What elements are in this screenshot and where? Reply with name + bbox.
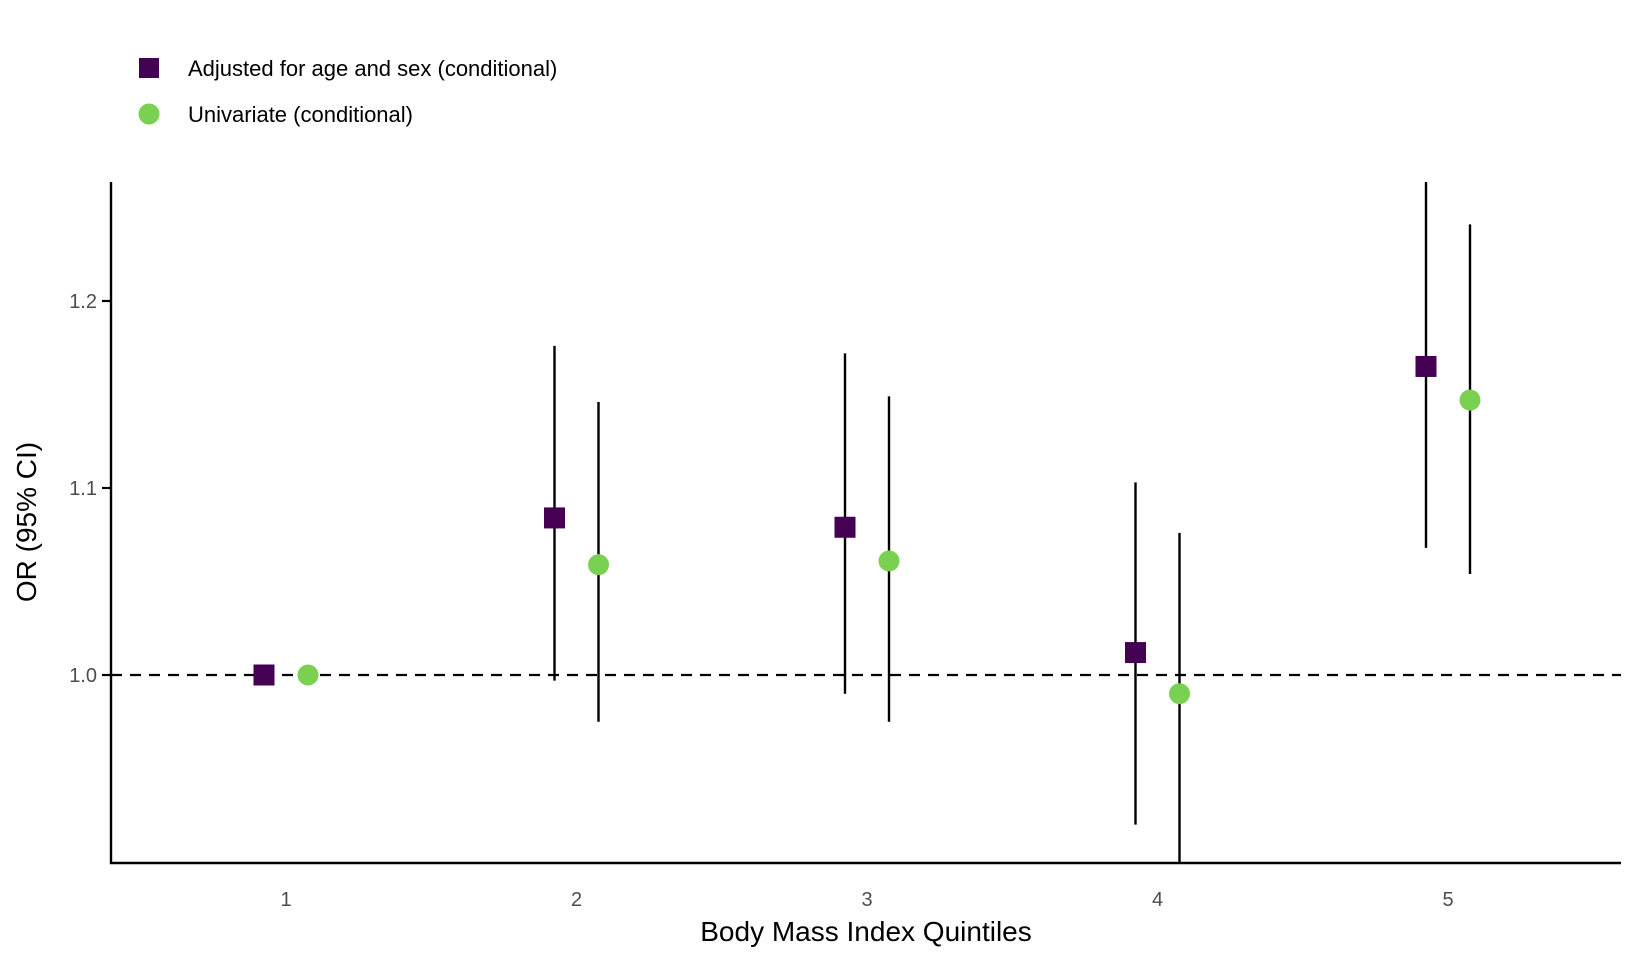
legend-square-marker <box>139 58 159 78</box>
univariate-point <box>297 664 319 686</box>
x-tick-label: 4 <box>1152 889 1163 911</box>
x-axis-ticks: 1 2 3 4 5 <box>280 889 1453 911</box>
x-tick-label: 1 <box>280 889 291 911</box>
adjusted-point <box>544 507 565 529</box>
data-points <box>253 355 1481 705</box>
legend-circle-marker <box>138 103 160 125</box>
adjusted-point <box>834 516 856 538</box>
legend-label-univariate: Univariate (conditional) <box>188 102 413 127</box>
legend: Adjusted for age and sex (conditional) U… <box>138 56 557 127</box>
y-tick-label: 1.2 <box>69 291 97 313</box>
y-tick-label: 1.1 <box>69 478 97 500</box>
legend-label-adjusted: Adjusted for age and sex (conditional) <box>188 56 557 81</box>
univariate-point <box>878 550 900 572</box>
legend-item-adjusted: Adjusted for age and sex (conditional) <box>139 56 557 81</box>
univariate-point <box>1169 683 1190 705</box>
legend-item-univariate: Univariate (conditional) <box>138 102 413 127</box>
x-axis-title: Body Mass Index Quintiles <box>700 916 1032 947</box>
univariate-point <box>1459 389 1481 411</box>
x-tick-label: 5 <box>1442 889 1453 911</box>
adjusted-point <box>1415 355 1437 377</box>
y-axis-ticks: 1.0 1.1 1.2 <box>69 291 111 687</box>
error-bars <box>553 182 1472 862</box>
adjusted-point <box>1125 642 1146 664</box>
y-tick-label: 1.0 <box>69 665 97 687</box>
x-tick-label: 3 <box>861 889 872 911</box>
adjusted-point <box>253 664 275 686</box>
x-tick-label: 2 <box>571 889 582 911</box>
y-axis-title: OR (95% CI) <box>11 442 42 602</box>
univariate-point <box>588 554 609 576</box>
